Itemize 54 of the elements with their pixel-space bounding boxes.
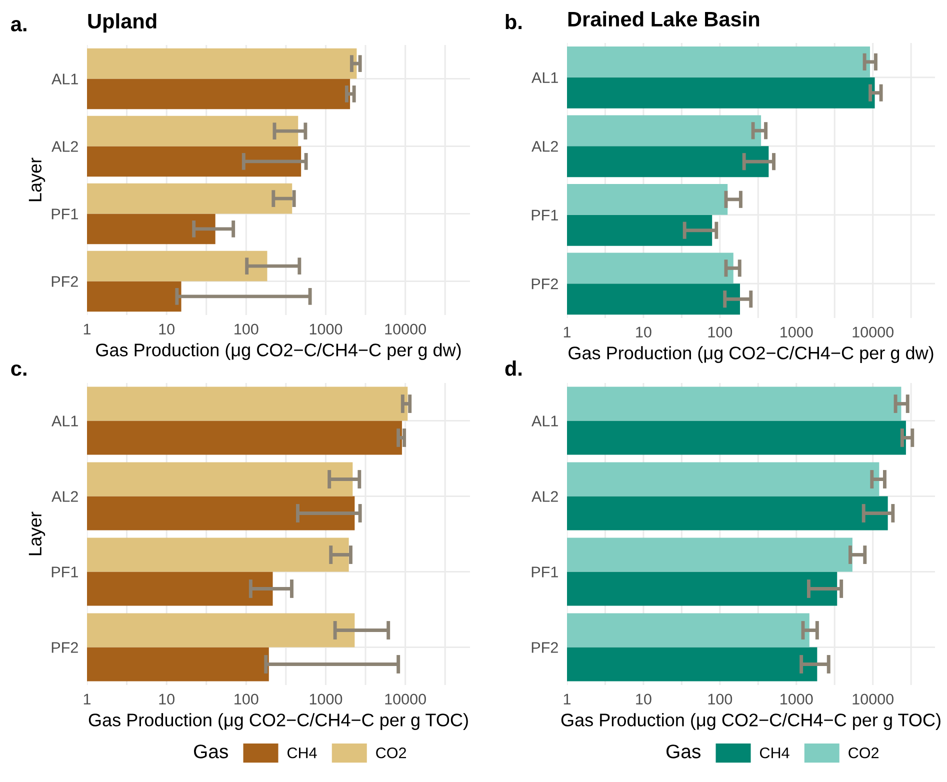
legend-label: CO2 bbox=[848, 747, 878, 758]
x-tick-label: 10 bbox=[636, 326, 652, 338]
y-tick-label: AL1 bbox=[52, 74, 78, 84]
y-tick-label: PF1 bbox=[532, 566, 558, 578]
x-tick-label: 1000 bbox=[780, 694, 813, 705]
y-axis-title: Layer bbox=[28, 512, 46, 556]
x-tick-label: 1 bbox=[84, 694, 91, 704]
y-tick-label: AL2 bbox=[532, 140, 558, 152]
text: b. bbox=[506, 14, 522, 30]
y-tick-label: PF2 bbox=[52, 276, 78, 287]
legend-label: CO2 bbox=[376, 747, 406, 758]
legend-label: CH4 bbox=[288, 747, 317, 758]
x-axis-title: Gas Production (μg CO2−C/CH4−C per g dw) bbox=[96, 343, 461, 360]
x-tick-label: 100 bbox=[708, 694, 732, 705]
y-tick-label: PF2 bbox=[532, 642, 558, 653]
x-tick-label: 10000 bbox=[852, 326, 894, 338]
y-tick-label: AL1 bbox=[52, 416, 78, 426]
x-tick-label: 1000 bbox=[310, 694, 342, 705]
y-tick-label: AL2 bbox=[52, 141, 78, 152]
x-tick-label: 1 bbox=[564, 326, 571, 338]
x-tick-label: 1 bbox=[564, 694, 571, 704]
x-axis-title: Gas Production (μg CO2−C/CH4−C per g TOC) bbox=[561, 713, 940, 730]
y-tick-label: PF1 bbox=[52, 566, 78, 578]
y-axis-title: Layer bbox=[28, 158, 46, 202]
x-tick-label: 100 bbox=[234, 324, 258, 335]
text: c. bbox=[11, 364, 26, 376]
x-tick-label: 100 bbox=[708, 326, 732, 338]
x-axis-title: Gas Production (μg CO2−C/CH4−C per g TOC) bbox=[88, 713, 468, 730]
x-tick-label: 10 bbox=[159, 324, 174, 335]
x-tick-label: 10 bbox=[636, 694, 652, 705]
x-axis-title: Gas Production (μg CO2−C/CH4−C per g dw) bbox=[568, 346, 934, 363]
x-tick-label: 1000 bbox=[780, 326, 813, 338]
y-tick-label: AL1 bbox=[532, 72, 558, 83]
x-tick-label: 1000 bbox=[310, 324, 342, 335]
y-tick-label: PF2 bbox=[52, 642, 78, 653]
x-tick-label: 10000 bbox=[852, 694, 894, 705]
chart-title: Drained Lake Basin bbox=[568, 11, 760, 27]
x-tick-label: 1 bbox=[84, 324, 91, 334]
y-tick-label: PF1 bbox=[52, 208, 78, 220]
x-tick-label: 100 bbox=[234, 694, 258, 705]
text: a. bbox=[11, 20, 26, 32]
y-tick-label: AL1 bbox=[532, 416, 558, 426]
y-tick-label: PF1 bbox=[532, 210, 558, 220]
text: d. bbox=[505, 360, 522, 376]
legend-title: Gas bbox=[666, 744, 700, 758]
chart-title: Upland bbox=[88, 13, 156, 33]
x-tick-label: 10 bbox=[159, 694, 174, 705]
y-tick-label: AL2 bbox=[532, 491, 558, 502]
y-tick-label: PF2 bbox=[532, 278, 558, 290]
y-tick-label: AL2 bbox=[52, 491, 78, 502]
legend-label: CH4 bbox=[760, 747, 790, 758]
x-tick-label: 10000 bbox=[385, 324, 426, 335]
legend-title: Gas bbox=[194, 744, 228, 758]
x-tick-label: 10000 bbox=[385, 694, 426, 705]
